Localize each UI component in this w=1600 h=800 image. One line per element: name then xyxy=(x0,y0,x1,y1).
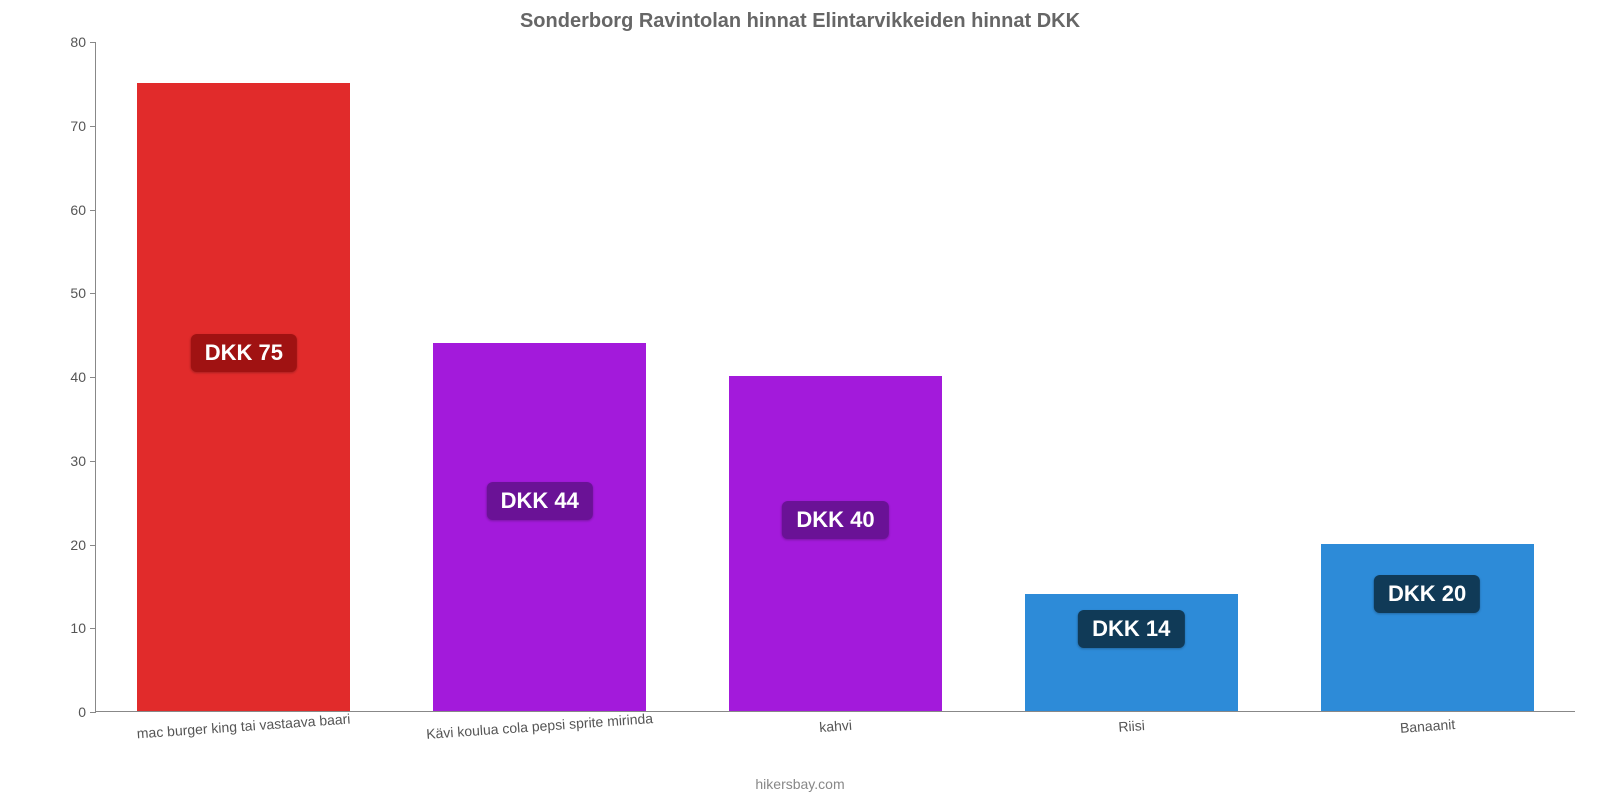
y-tick-label: 60 xyxy=(46,202,86,218)
bar-value-badge: DKK 14 xyxy=(1078,610,1184,648)
x-label-slot: Banaanit xyxy=(1279,718,1575,768)
bar-slot: DKK 20 xyxy=(1279,544,1575,712)
bar-value-badge: DKK 40 xyxy=(782,501,888,539)
y-tick-mark xyxy=(90,126,96,127)
x-label-slot: kahvi xyxy=(687,718,983,768)
x-label-slot: mac burger king tai vastaava baari xyxy=(95,718,391,768)
attribution-text: hikersbay.com xyxy=(0,776,1600,792)
y-tick-mark xyxy=(90,293,96,294)
x-label-slot: Riisi xyxy=(983,718,1279,768)
chart-title: Sonderborg Ravintolan hinnat Elintarvikk… xyxy=(0,10,1600,33)
x-axis-labels: mac burger king tai vastaava baariKävi k… xyxy=(95,718,1575,768)
y-tick-label: 40 xyxy=(46,369,86,385)
y-tick-mark xyxy=(90,461,96,462)
y-tick-label: 20 xyxy=(46,537,86,553)
bar-slot: DKK 75 xyxy=(96,83,392,711)
y-tick-mark xyxy=(90,210,96,211)
bar-value-badge: DKK 44 xyxy=(487,482,593,520)
x-label-slot: Kävi koulua cola pepsi sprite mirinda xyxy=(391,718,687,768)
bar: DKK 40 xyxy=(729,376,942,711)
bars-group: DKK 75 DKK 44 DKK 40 DKK 14 DKK 20 xyxy=(96,42,1575,711)
y-tick-label: 30 xyxy=(46,453,86,469)
y-tick-mark xyxy=(90,545,96,546)
bar-slot: DKK 44 xyxy=(392,343,688,712)
y-tick-label: 70 xyxy=(46,118,86,134)
plot-area: DKK 75DKK 44DKK 40DKK 14DKK 20 010203040… xyxy=(95,42,1575,712)
y-tick-label: 0 xyxy=(46,704,86,720)
y-tick-label: 80 xyxy=(46,34,86,50)
x-axis-label: Riisi xyxy=(1118,717,1146,735)
x-axis-label: mac burger king tai vastaava baari xyxy=(136,711,351,742)
bar-slot: DKK 40 xyxy=(688,376,984,711)
x-axis-label: Kävi koulua cola pepsi sprite mirinda xyxy=(426,710,654,742)
chart-container: Sonderborg Ravintolan hinnat Elintarvikk… xyxy=(0,0,1600,800)
bar: DKK 20 xyxy=(1321,544,1534,712)
y-tick-label: 10 xyxy=(46,620,86,636)
x-axis-label: kahvi xyxy=(819,717,853,735)
y-tick-mark xyxy=(90,377,96,378)
bar: DKK 14 xyxy=(1025,594,1238,711)
bar: DKK 75 xyxy=(137,83,350,711)
bar-slot: DKK 14 xyxy=(983,594,1279,711)
bar-value-badge: DKK 75 xyxy=(191,334,297,372)
y-tick-mark xyxy=(90,628,96,629)
bar: DKK 44 xyxy=(433,343,646,712)
y-tick-label: 50 xyxy=(46,285,86,301)
bar-value-badge: DKK 20 xyxy=(1374,575,1480,613)
x-axis-label: Banaanit xyxy=(1399,716,1455,736)
y-tick-mark xyxy=(90,42,96,43)
y-tick-mark xyxy=(90,712,96,713)
